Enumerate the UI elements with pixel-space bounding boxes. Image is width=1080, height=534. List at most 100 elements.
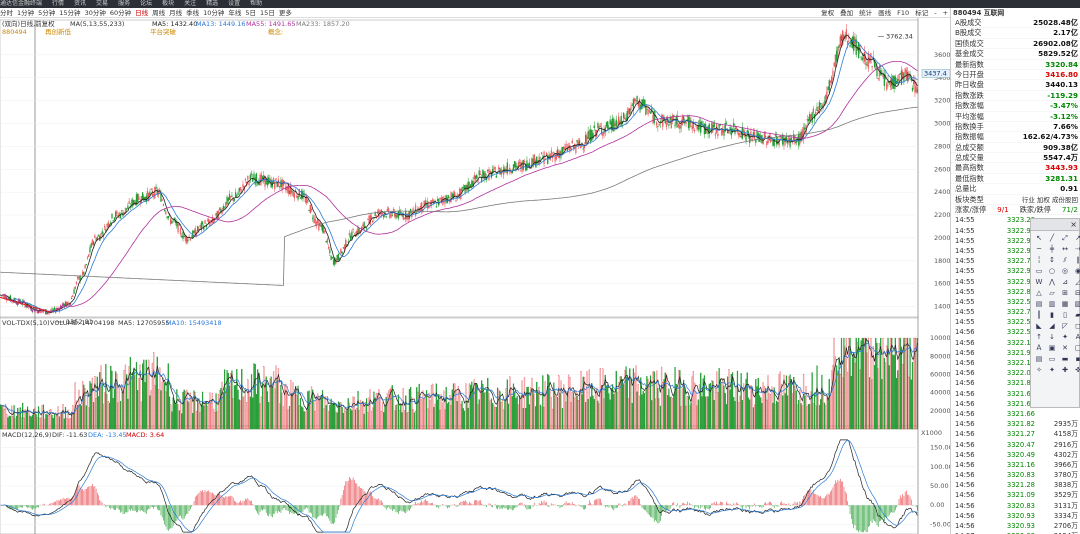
tick-list[interactable]: 14:55 3323.28 14:55 3322.94 14:55 3322.97 14:5… bbox=[951, 215, 1080, 534]
draw-tool-icon[interactable]: ↔ bbox=[1062, 245, 1068, 253]
period-tab[interactable]: 月线 bbox=[169, 9, 183, 17]
draw-tool-icon[interactable]: ▤ bbox=[1035, 300, 1043, 308]
volume-bar bbox=[470, 384, 472, 430]
period-tab[interactable]: 更多 bbox=[278, 9, 292, 17]
draw-tool-icon[interactable]: ⊟ bbox=[1075, 289, 1080, 297]
chart-tool-button[interactable]: 标记 bbox=[915, 9, 929, 17]
draw-tool-icon[interactable]: ◸ bbox=[1062, 322, 1068, 330]
draw-tool-icon[interactable]: ↗ bbox=[1075, 234, 1080, 242]
draw-tool-icon[interactable]: ⇢ bbox=[1075, 245, 1080, 253]
chart-tool-button[interactable]: 统计 bbox=[859, 9, 873, 17]
kline-chart[interactable]: 3600 3400 3200 3000 2800 2600 2400 2200 2000 1800… bbox=[0, 18, 950, 534]
top-menu-item[interactable]: 设置 bbox=[228, 0, 241, 7]
volume-bar bbox=[192, 412, 194, 430]
draw-tool-icon[interactable]: ↕ bbox=[1049, 256, 1055, 264]
draw-tool-icon[interactable]: ▤ bbox=[1035, 355, 1043, 363]
trend-line[interactable] bbox=[0, 296, 51, 313]
draw-tool-icon[interactable]: ◎ bbox=[1061, 267, 1069, 275]
draw-tool-icon[interactable]: A bbox=[1075, 333, 1080, 341]
draw-tool-icon[interactable]: ✦ bbox=[1049, 366, 1055, 374]
draw-tool-icon[interactable]: ─ bbox=[1036, 245, 1042, 253]
period-tab[interactable]: 5日 bbox=[245, 9, 257, 17]
draw-tool-icon[interactable]: ✧ bbox=[1036, 366, 1042, 374]
chart-tool-button[interactable]: 叠加 bbox=[840, 9, 854, 17]
top-menu-item[interactable]: 关注 bbox=[184, 0, 197, 7]
period-tab[interactable]: 分时 bbox=[0, 9, 13, 17]
period-tab[interactable]: 周线 bbox=[152, 9, 166, 17]
draw-tool-icon[interactable]: ╱ bbox=[1049, 234, 1055, 242]
period-tab[interactable]: 60分钟 bbox=[109, 9, 132, 17]
draw-tool-icon[interactable]: ✜ bbox=[1075, 366, 1080, 374]
draw-tool-icon[interactable]: ▣ bbox=[1048, 344, 1056, 352]
draw-tool-icon[interactable]: ◿ bbox=[1075, 278, 1080, 286]
draw-tool-icon[interactable]: ▦ bbox=[1061, 300, 1069, 308]
period-tab[interactable]: 15日 bbox=[260, 9, 275, 17]
draw-tool-icon[interactable]: ◣ bbox=[1036, 322, 1042, 330]
draw-tool-icon[interactable]: ✚ bbox=[1062, 366, 1068, 374]
draw-tool-icon[interactable]: ║ bbox=[1036, 311, 1042, 319]
period-tab[interactable]: 15分钟 bbox=[59, 9, 81, 17]
top-menu-item[interactable]: 服务 bbox=[118, 0, 131, 7]
draw-tool-icon[interactable]: Ａ bbox=[1035, 344, 1043, 352]
top-menu-item[interactable]: 精选 bbox=[206, 0, 219, 7]
draw-tool-icon[interactable]: W bbox=[1035, 278, 1043, 286]
volume-bar bbox=[99, 372, 101, 430]
top-menu-item[interactable]: 资讯 bbox=[74, 0, 87, 7]
draw-tool-icon[interactable]: △ bbox=[1036, 289, 1042, 297]
draw-tool-icon[interactable]: ◉ bbox=[1074, 267, 1080, 275]
draw-tool-icon[interactable]: ✦ bbox=[1062, 333, 1068, 341]
chart-tool-button[interactable]: - bbox=[934, 9, 937, 17]
draw-tool-icon[interactable]: ⊞ bbox=[1062, 289, 1068, 297]
draw-tool-icon[interactable]: ▢ bbox=[1074, 344, 1080, 352]
draw-tool-icon[interactable]: ▭ bbox=[1035, 267, 1043, 275]
sector-type-value[interactable]: 行业 加权 成份股回 bbox=[1021, 195, 1078, 204]
top-menu-item[interactable]: 行情 bbox=[52, 0, 65, 7]
draw-tool-icon[interactable]: ▪ bbox=[1075, 355, 1080, 363]
chart-tool-button[interactable]: 复权 bbox=[821, 9, 835, 17]
draw-tool-icon[interactable]: ▬ bbox=[1061, 355, 1069, 363]
period-tab[interactable]: 10分钟 bbox=[203, 9, 225, 17]
top-menu-item[interactable]: 通达信金融终端 bbox=[0, 0, 43, 7]
drawing-toolbox[interactable]: × ↖ ╱ ⤢ ↗ ─ ╪ ↔ ⇢ ╎ ↕ ⫽ ∥ ▭ ○ ◎ ◉ W ⋀ ⊿ ◿ △ ▱ ⊞ ⊟ ▤ ▥ ▦ ▧ ║ ▮ ▯ ▰ ◣ ◢ ◸ ◻ ↑ ↓… bbox=[1030, 218, 1080, 408]
draw-tool-icon[interactable]: ▥ bbox=[1048, 300, 1056, 308]
top-menu-item[interactable]: 板块 bbox=[162, 0, 175, 7]
draw-tool-icon[interactable]: ⤢ bbox=[1062, 234, 1068, 242]
draw-tool-icon[interactable]: ▱ bbox=[1049, 289, 1055, 297]
chart-tool-button[interactable]: 画线 bbox=[878, 9, 892, 17]
draw-tool-icon[interactable]: ▧ bbox=[1074, 300, 1080, 308]
draw-tool-icon[interactable]: ▮ bbox=[1050, 311, 1054, 319]
draw-tool-icon[interactable]: ⊿ bbox=[1062, 278, 1068, 286]
period-tab[interactable]: 1分钟 bbox=[17, 9, 35, 17]
draw-tool-icon[interactable]: ▯ bbox=[1063, 311, 1067, 319]
draw-tool-icon[interactable]: ▭ bbox=[1048, 355, 1056, 363]
draw-tool-icon[interactable]: ↓ bbox=[1049, 333, 1055, 341]
draw-tool-icon[interactable]: ✕ bbox=[1062, 344, 1068, 352]
draw-tool-icon[interactable]: ○ bbox=[1048, 267, 1056, 275]
draw-tool-icon[interactable]: ◻ bbox=[1075, 322, 1080, 330]
draw-tool-icon[interactable]: ╎ bbox=[1036, 256, 1042, 264]
period-tab[interactable]: 年线 bbox=[228, 9, 242, 17]
draw-tool-icon[interactable]: ⋀ bbox=[1049, 278, 1055, 286]
chart-tool-button[interactable]: + bbox=[942, 9, 948, 17]
top-menu-item[interactable]: 论坛 bbox=[140, 0, 153, 7]
draw-tool-icon[interactable]: ▰ bbox=[1075, 311, 1080, 319]
volume-bar bbox=[354, 409, 357, 430]
draw-tool-icon[interactable]: ◢ bbox=[1049, 322, 1055, 330]
period-tab[interactable]: 5分钟 bbox=[38, 9, 56, 17]
period-tab[interactable]: 日线 bbox=[135, 9, 149, 17]
draw-tool-icon[interactable]: ⫽ bbox=[1063, 256, 1067, 264]
close-icon[interactable]: × bbox=[1070, 220, 1077, 229]
draw-tool-icon[interactable]: ╪ bbox=[1049, 245, 1055, 253]
candle-body bbox=[827, 86, 829, 91]
volume-bar bbox=[157, 389, 160, 430]
chart-tool-button[interactable]: F10 bbox=[897, 9, 910, 17]
period-tab[interactable]: 30分钟 bbox=[84, 9, 106, 17]
draw-tool-icon[interactable]: ↑ bbox=[1036, 333, 1042, 341]
candle-body bbox=[668, 124, 670, 127]
draw-tool-icon[interactable]: ↖ bbox=[1036, 234, 1042, 242]
toolbox-header[interactable]: × bbox=[1031, 219, 1079, 231]
draw-tool-icon[interactable]: ∥ bbox=[1076, 256, 1080, 264]
top-menu-item[interactable]: 交易 bbox=[96, 0, 109, 7]
top-menu-item[interactable]: 帮助 bbox=[250, 0, 263, 7]
period-tab[interactable]: 季线 bbox=[186, 9, 200, 17]
